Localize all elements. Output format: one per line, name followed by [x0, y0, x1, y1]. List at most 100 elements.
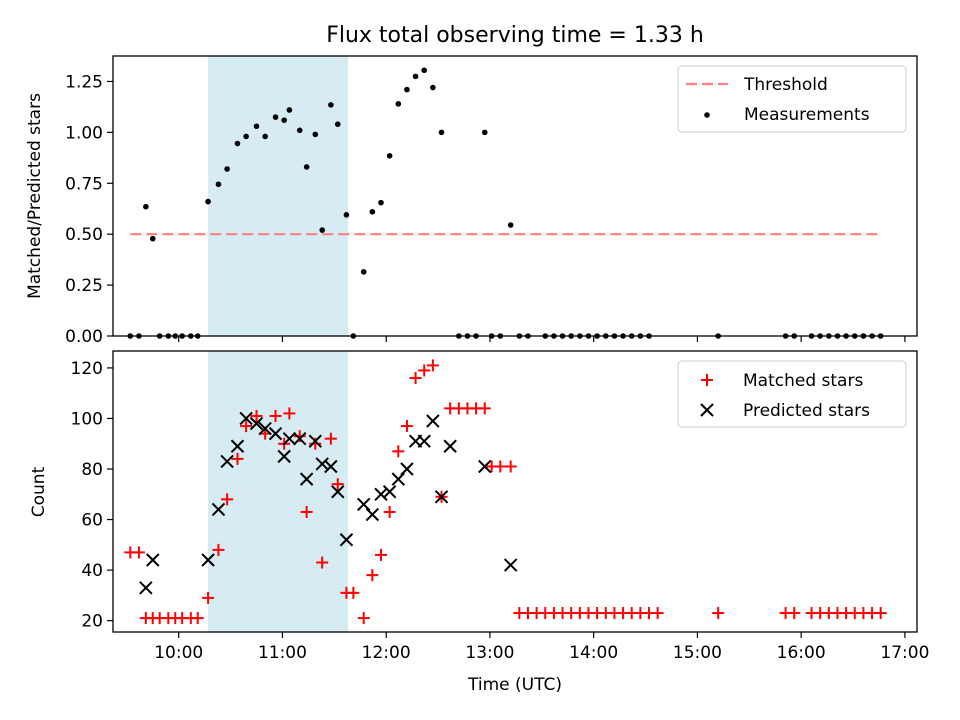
matched-star-point: [283, 407, 296, 420]
matched-star-point: [324, 432, 337, 445]
predicted-star-point: [315, 457, 329, 471]
measurement-point: [343, 212, 350, 218]
measurement-point: [253, 123, 260, 130]
x-tick-label: 12:00: [362, 643, 411, 663]
predicted-star-point: [339, 533, 354, 547]
measurement-point: [143, 203, 149, 210]
legend-measurements-label: Measurements: [744, 105, 870, 125]
matched-star-point: [494, 460, 507, 473]
measurement-point: [303, 164, 310, 170]
matched-star-point: [316, 556, 329, 569]
ratio-y-tick-label: 0.00: [65, 327, 103, 347]
ratio-y-axis-label: Matched/Predicted stars: [25, 93, 45, 299]
x-tick-label: 15:00: [673, 643, 722, 663]
predicted-star-point: [220, 454, 234, 469]
count-panel-frame: [112, 350, 918, 633]
legend-measurements-swatch: [704, 112, 710, 118]
predicted-star-point: [434, 490, 449, 504]
ratio-y-tick-label: 1.00: [65, 123, 103, 143]
matched-star-point: [366, 569, 379, 582]
matched-star-point: [478, 402, 491, 415]
count-y-tick-label: 60: [81, 511, 103, 531]
predicted-star-point: [139, 581, 153, 595]
matched-star-point: [426, 359, 439, 372]
measurement-point: [312, 131, 319, 138]
matched-star-point: [357, 612, 370, 625]
legend-predicted-label: Predicted stars: [743, 401, 870, 421]
measurement-point: [481, 129, 488, 136]
x-axis-label: Time (UTC): [467, 675, 562, 695]
matched-star-point: [331, 478, 344, 491]
matched-star-point: [269, 409, 282, 422]
matched-star-point: [400, 420, 413, 433]
count-y-tick-label: 40: [81, 561, 103, 581]
ratio-panel-frame: [112, 55, 918, 337]
matched-star-point: [383, 505, 396, 518]
count-observing-span: [208, 351, 349, 632]
measurement-point: [319, 227, 326, 233]
count-y-axis-label: Count: [29, 466, 49, 517]
count-y-tick-label: 20: [81, 612, 103, 632]
matched-star-point: [788, 607, 801, 620]
measurement-point: [215, 181, 222, 188]
ratio-y-tick-label: 1.25: [65, 72, 103, 92]
predicted-star-point: [331, 485, 345, 499]
measurement-point: [149, 235, 156, 242]
predicted-star-point: [391, 472, 405, 486]
count-y-tick-label: 120: [71, 359, 103, 379]
ratio-panel: 0.00 0.25 0.50 0.75 1.00 1.25 Matched/Predict…: [25, 55, 918, 347]
predicted-star-point: [299, 472, 314, 486]
matched-star-point: [375, 548, 387, 561]
matched-star-point: [250, 409, 263, 422]
predicted-star-point: [201, 553, 215, 567]
predicted-star-point: [324, 459, 338, 474]
measurement-point: [272, 114, 279, 120]
matched-star-point: [212, 543, 225, 556]
measurement-point: [224, 166, 230, 172]
matched-star-point: [132, 546, 145, 559]
predicted-star-point: [230, 439, 245, 453]
measurement-point: [369, 208, 376, 215]
predicted-star-point: [146, 553, 160, 567]
matched-star-point: [300, 505, 313, 518]
predicted-star-point: [503, 558, 518, 572]
measurement-point: [334, 121, 341, 128]
predicted-star-point: [211, 502, 226, 517]
measurement-point: [430, 84, 436, 91]
count-y-tick-label: 80: [81, 460, 103, 480]
predicted-star-point: [357, 497, 371, 512]
matched-star-point: [409, 372, 422, 385]
predicted-star-point: [426, 414, 440, 428]
matched-star-point: [874, 607, 887, 620]
ratio-y-tick-label: 0.75: [65, 174, 103, 194]
measurement-point: [404, 86, 410, 93]
matched-star-point: [504, 460, 517, 473]
matched-star-point: [309, 437, 322, 450]
predicted-star-point: [382, 485, 397, 499]
ratio-y-tick-label: 0.25: [65, 276, 103, 296]
count-panel: 20 40 60 80 100 120 10:00 11:00 12:00 13:00 14:00 1…: [29, 350, 929, 695]
measurement-point: [281, 117, 287, 123]
count-legend-frame: [677, 360, 907, 428]
matched-star-point: [202, 591, 215, 604]
predicted-star-point: [374, 487, 388, 501]
predicted-star-point: [268, 426, 283, 441]
count-y-tick-label: 100: [71, 409, 103, 429]
x-tick-label: 11:00: [258, 643, 307, 663]
matched-star-point: [651, 607, 664, 620]
count-legend: Matched stars Predicted stars: [677, 360, 907, 428]
measurement-point: [205, 198, 211, 205]
measurement-point: [386, 152, 393, 159]
x-tick-label: 14:00: [569, 643, 618, 663]
predicted-star-point: [249, 416, 264, 431]
predicted-star-point: [258, 421, 272, 436]
ratio-observing-span: [208, 56, 349, 336]
matched-star-point: [221, 493, 234, 506]
measurement-point: [438, 129, 445, 136]
x-tick-label: 10:00: [154, 643, 203, 663]
predicted-star-point: [365, 507, 380, 522]
predicted-star-point: [417, 434, 431, 448]
matched-star-point: [712, 607, 725, 620]
predicted-star-point: [443, 439, 457, 453]
measurement-point: [421, 67, 428, 74]
